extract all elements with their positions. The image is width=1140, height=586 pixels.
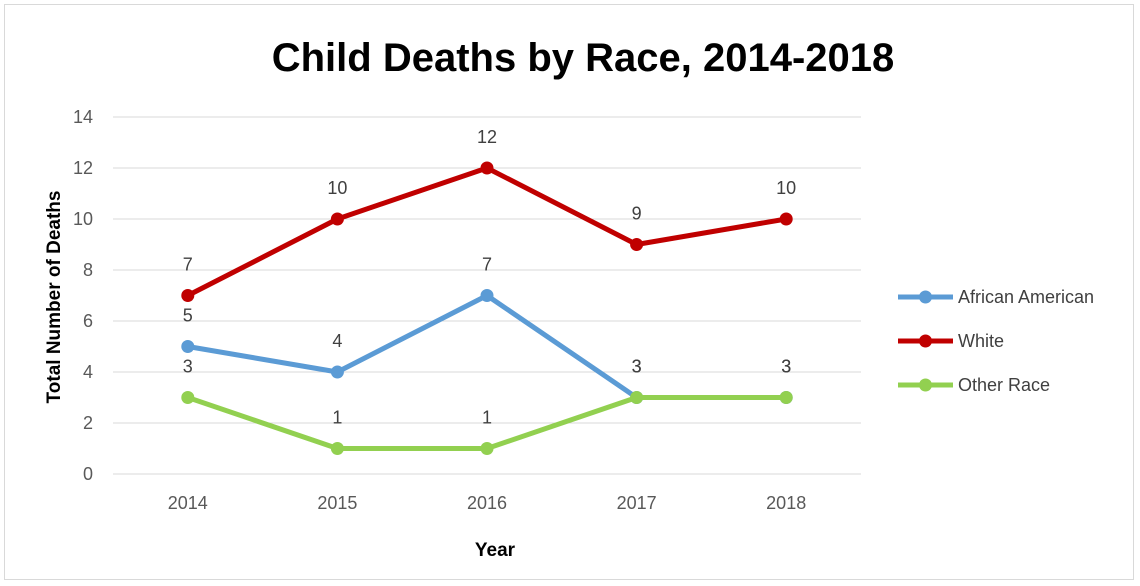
legend-item: White: [898, 331, 1004, 351]
legend-item: African American: [898, 287, 1094, 307]
x-tick-label: 2014: [168, 493, 208, 513]
data-label: 3: [632, 357, 642, 377]
data-label: 3: [781, 357, 791, 377]
data-point: [779, 212, 793, 226]
y-axis-title: Total Number of Deaths: [44, 191, 65, 404]
data-label: 3: [781, 357, 791, 377]
data-label: 3: [183, 357, 193, 377]
chart-title: Child Deaths by Race, 2014-2018: [272, 36, 895, 80]
data-point: [330, 212, 344, 226]
y-axis-ticks: 0 2 4 6 8 10 12 14: [73, 107, 93, 484]
x-tick-label: 2015: [317, 493, 357, 513]
data-point: [630, 238, 644, 251]
legend: African American White Other Race: [898, 287, 1094, 395]
y-tick-label: 14: [73, 107, 93, 127]
data-point: [779, 391, 793, 404]
data-label: 9: [632, 204, 642, 224]
legend-swatch-marker: [919, 290, 932, 304]
data-label: 5: [183, 306, 193, 326]
data-label: 1: [482, 408, 492, 428]
data-point: [181, 391, 195, 404]
y-tick-label: 8: [83, 260, 93, 280]
data-label: 10: [327, 178, 347, 198]
data-point: [480, 289, 494, 302]
data-label: 3: [632, 357, 642, 377]
legend-label: White: [958, 331, 1004, 351]
x-axis-title: Year: [475, 540, 516, 561]
data-label: 4: [332, 331, 342, 351]
data-label: 10: [776, 178, 796, 198]
y-tick-label: 0: [83, 464, 93, 484]
chart-area: Child Deaths by Race, 2014-2018 0 2 4 6 8 10 1…: [4, 4, 1134, 580]
series-lines: [181, 161, 793, 455]
x-tick-label: 2018: [766, 493, 806, 513]
data-point: [480, 442, 494, 455]
series-line: [185, 165, 789, 298]
y-tick-label: 6: [83, 311, 93, 331]
data-label: 7: [183, 255, 193, 275]
data-point: [330, 365, 344, 379]
legend-item: Other Race: [898, 375, 1050, 395]
data-point: [480, 161, 494, 175]
legend-swatch-marker: [919, 378, 932, 392]
legend-label: Other Race: [958, 375, 1050, 395]
data-point: [630, 391, 644, 404]
data-point: [181, 340, 195, 353]
data-label: 12: [477, 127, 497, 147]
y-tick-label: 12: [73, 158, 93, 178]
x-tick-label: 2017: [617, 493, 657, 513]
y-tick-label: 4: [83, 362, 93, 382]
line-chart: Child Deaths by Race, 2014-2018 0 2 4 6 8 10 1…: [44, 36, 1094, 561]
y-tick-label: 10: [73, 209, 93, 229]
legend-swatch-marker: [919, 334, 932, 348]
series-line: [185, 293, 789, 400]
x-axis-ticks: 2014 2015 2016 2017 2018: [168, 493, 806, 513]
data-point: [330, 442, 344, 455]
legend-label: African American: [958, 287, 1094, 307]
data-label: 1: [332, 408, 342, 428]
data-point: [181, 289, 195, 302]
data-label: 7: [482, 255, 492, 275]
y-tick-label: 2: [83, 413, 93, 433]
x-tick-label: 2016: [467, 493, 507, 513]
